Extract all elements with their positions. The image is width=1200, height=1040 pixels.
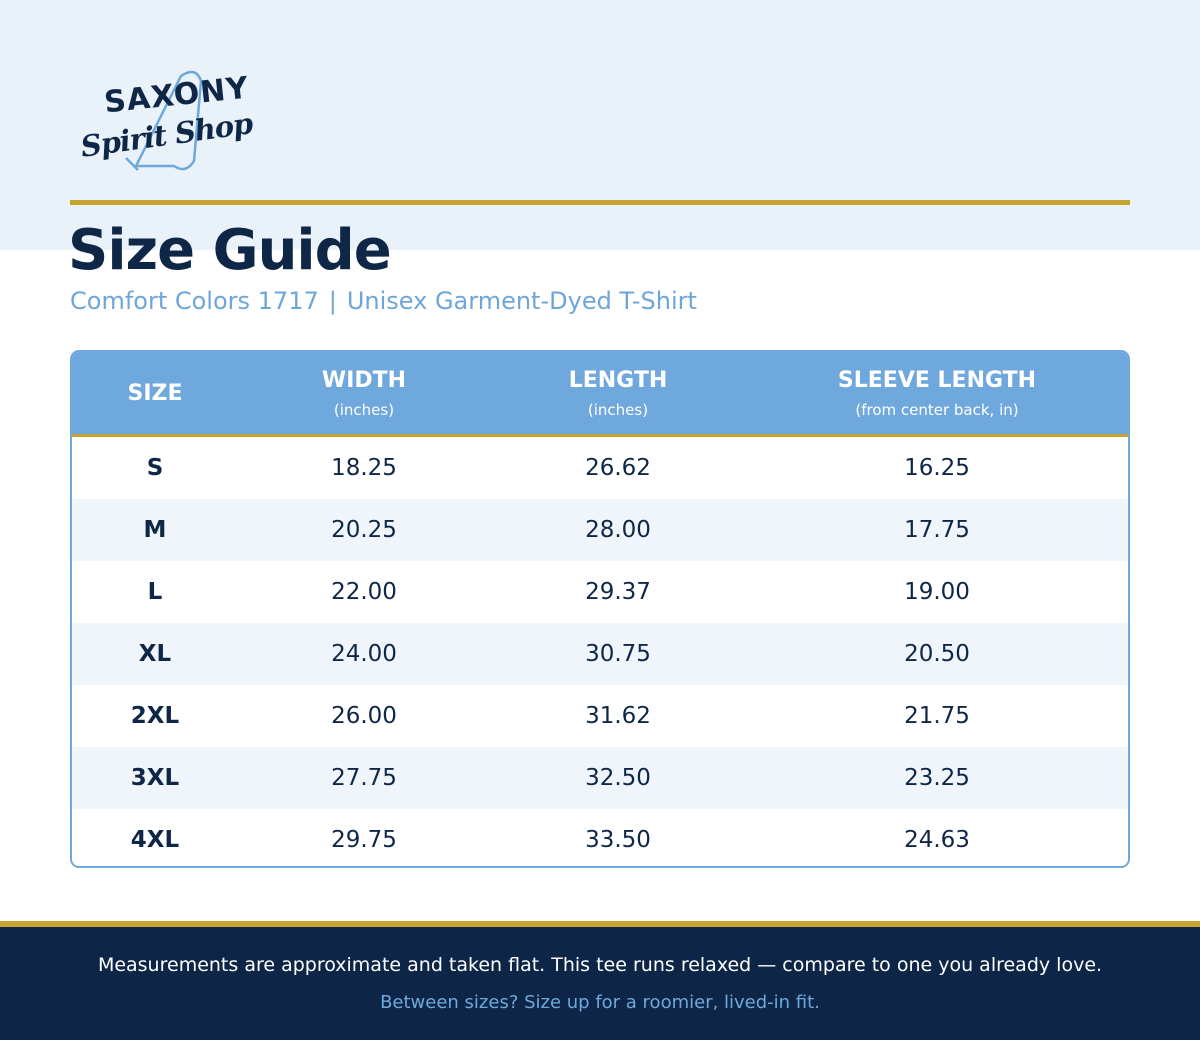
column-unit: (from center back, in) <box>855 400 1019 419</box>
subtitle-right: Unisex Garment-Dyed T-Shirt <box>346 287 697 315</box>
measurement: 26.62 <box>585 455 651 481</box>
logo: SAXONY Spirit Shop <box>76 66 254 176</box>
subtitle-separator: | <box>328 287 337 315</box>
measurement: 24.63 <box>904 827 970 853</box>
measurement: 16.25 <box>904 455 970 481</box>
table-row: L 22.00 29.37 19.00 <box>72 561 1128 623</box>
header-band <box>0 0 1200 250</box>
measurement: 19.00 <box>904 579 970 605</box>
size-label: L <box>147 579 163 605</box>
column-label: WIDTH <box>321 367 407 393</box>
table-row: 3XL 27.75 32.50 23.25 <box>72 747 1128 809</box>
measurement: 33.50 <box>585 827 651 853</box>
size-table: SIZE WIDTH (inches) LENGTH (inches) SLEEVE LE… <box>70 350 1130 868</box>
table-row: M 20.25 28.00 17.75 <box>72 499 1128 561</box>
measurement: 22.00 <box>331 579 397 605</box>
table-row: XL 24.00 30.75 20.50 <box>72 623 1128 685</box>
column-header: WIDTH (inches) <box>238 368 490 419</box>
measurement: 21.75 <box>904 703 970 729</box>
measurement: 20.25 <box>331 517 397 543</box>
table-row: S 18.25 26.62 16.25 <box>72 437 1128 499</box>
measurement: 28.00 <box>585 517 651 543</box>
column-label: LENGTH <box>568 367 668 393</box>
subtitle-left: Comfort Colors 1717 <box>70 287 319 315</box>
title: Size Guide <box>68 218 392 283</box>
divider <box>70 200 1130 205</box>
footer: Measurements are approximate and taken f… <box>0 927 1200 1040</box>
table-row: 4XL 29.75 33.50 24.63 <box>72 809 1128 866</box>
table-row: 2XL 26.00 31.62 21.75 <box>72 685 1128 747</box>
measurement: 24.00 <box>331 641 397 667</box>
column-unit: (inches) <box>587 400 649 419</box>
measurement: 18.25 <box>331 455 397 481</box>
measurement: 30.75 <box>585 641 651 667</box>
column-label: SLEEVE LENGTH <box>837 367 1037 393</box>
measurement: 27.75 <box>331 765 397 791</box>
measurement: 26.00 <box>331 703 397 729</box>
size-label: 3XL <box>130 765 180 791</box>
size-label: XL <box>138 641 172 667</box>
megaphone-icon <box>125 70 203 171</box>
measurement: 29.37 <box>585 579 651 605</box>
size-label: S <box>146 455 164 481</box>
column-header: SLEEVE LENGTH (from center back, in) <box>746 368 1128 419</box>
column-header: LENGTH (inches) <box>490 368 746 419</box>
column-label: SIZE <box>127 380 183 406</box>
column-header: SIZE <box>72 381 238 406</box>
measurement: 23.25 <box>904 765 970 791</box>
column-unit: (inches) <box>333 400 395 419</box>
measurement: 31.62 <box>585 703 651 729</box>
footer-tip: Between sizes? Size up for a roomier, li… <box>380 992 820 1013</box>
size-label: 4XL <box>130 827 180 853</box>
measurement: 29.75 <box>331 827 397 853</box>
table-header: SIZE WIDTH (inches) LENGTH (inches) SLEEVE LE… <box>72 352 1128 437</box>
measurement: 20.50 <box>904 641 970 667</box>
size-label: 2XL <box>130 703 180 729</box>
subtitle: Comfort Colors 1717 | Unisex Garment-Dyed … <box>70 287 707 315</box>
measurement: 32.50 <box>585 765 651 791</box>
measurement: 17.75 <box>904 517 970 543</box>
footer-divider <box>0 921 1200 927</box>
footer-note: Measurements are approximate and taken f… <box>97 954 1103 976</box>
size-label: M <box>143 517 167 543</box>
